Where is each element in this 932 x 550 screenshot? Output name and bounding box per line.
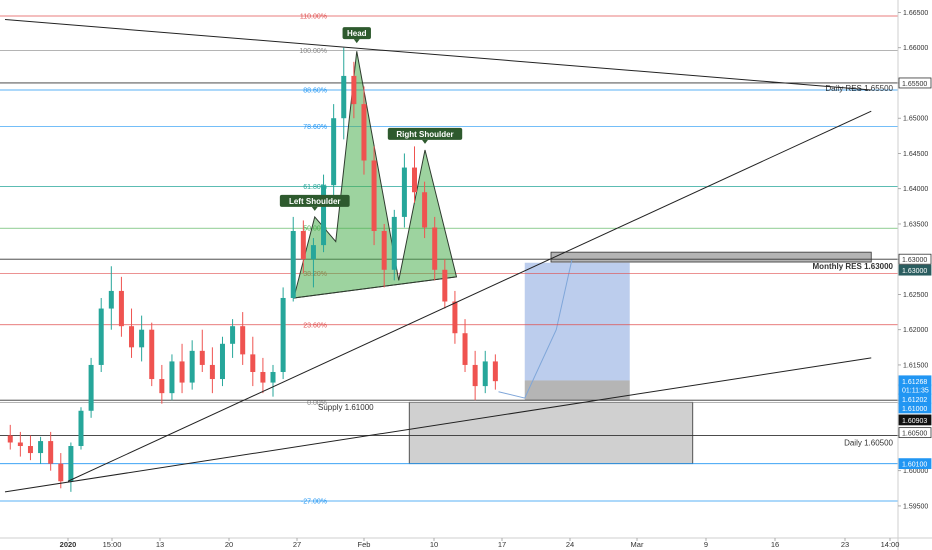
left-label: Left Shoulder — [289, 197, 341, 206]
candle-body — [38, 441, 43, 453]
price-badge-label: 1.60500 — [902, 431, 927, 438]
candle-body — [311, 245, 316, 259]
fib-label: 100.00% — [299, 48, 327, 55]
price-tick-label: 1.62500 — [903, 292, 928, 299]
date-tick-label: 27 — [293, 540, 301, 549]
candle-body — [200, 351, 205, 365]
candle-body — [291, 231, 296, 298]
price-tick-label: 1.60000 — [903, 468, 928, 475]
candle-body — [331, 118, 336, 185]
candle-body — [271, 372, 276, 383]
candle-body — [210, 365, 215, 379]
price-tick-label: 1.62000 — [903, 327, 928, 334]
candle-body — [463, 333, 468, 365]
monthly-resistance-zone — [551, 252, 871, 262]
candle-body — [159, 379, 164, 393]
price-badge-label: 1.63000 — [902, 268, 927, 275]
supply-label: Supply 1.61000 — [318, 403, 374, 412]
candle-body — [48, 441, 53, 464]
fib-label: 88.60% — [303, 88, 327, 95]
candle-body — [28, 446, 33, 453]
fib-label: -27.00% — [301, 499, 327, 506]
date-tick-label: 2020 — [60, 540, 77, 549]
candle-body — [412, 168, 417, 193]
right-label: Right Shoulder — [396, 130, 453, 139]
candle-body — [18, 442, 23, 446]
candle-body — [89, 365, 94, 411]
fib-label: 110.00% — [300, 14, 327, 21]
head-label: Head — [347, 29, 367, 38]
candle-body — [392, 217, 397, 270]
date-tick-label: Feb — [358, 540, 371, 549]
candle-body — [483, 361, 488, 386]
candle-body — [493, 361, 498, 381]
candle-body — [301, 231, 306, 259]
candle-body — [99, 309, 104, 365]
fib-label: 23.60% — [303, 322, 327, 329]
price-tick-label: 1.59500 — [903, 503, 928, 510]
price-tick-label: 1.64500 — [903, 151, 928, 158]
candle-body — [180, 361, 185, 382]
candle-body — [321, 185, 326, 245]
daily-res-label: Daily RES 1.65500 — [825, 84, 893, 93]
candle-body — [260, 372, 265, 383]
candle-body — [129, 326, 134, 347]
candle-body — [190, 351, 195, 383]
candle-body — [372, 161, 377, 231]
candle-body — [240, 326, 245, 354]
candle-body — [139, 330, 144, 348]
date-tick-label: Mar — [631, 540, 644, 549]
candle-body — [8, 435, 13, 442]
price-tick-label: 1.66000 — [903, 45, 928, 52]
date-tick-label: 14:00 — [881, 540, 900, 549]
candle-body — [119, 291, 124, 326]
date-tick-label: 24 — [566, 540, 574, 549]
candle-body — [78, 411, 83, 446]
date-tick-label: 20 — [225, 540, 233, 549]
candle-body — [220, 344, 225, 379]
price-tick-label: 1.63500 — [903, 221, 928, 228]
price-tick-label: 1.64000 — [903, 186, 928, 193]
candle-body — [351, 76, 356, 104]
candle-body — [169, 361, 174, 393]
candle-body — [382, 231, 387, 270]
candle-body — [58, 464, 63, 482]
candle-body — [442, 270, 447, 302]
candle-body — [361, 104, 366, 160]
price-badge-label: 1.60100 — [902, 462, 927, 469]
price-badge-label: 1.65500 — [902, 81, 927, 88]
fib-label: 78.60% — [303, 124, 327, 131]
date-tick-label: 16 — [771, 540, 779, 549]
candle-body — [432, 227, 437, 269]
date-tick-label: 10 — [430, 540, 438, 549]
price-badge-label: 1.60903 — [902, 418, 927, 425]
demand-zone — [409, 402, 693, 463]
daily-support-label: Daily 1.60500 — [844, 438, 893, 447]
candle-body — [452, 302, 457, 334]
price-tick-label: 1.66500 — [903, 10, 928, 17]
candle-body — [68, 446, 73, 481]
date-tick-label: 23 — [841, 540, 849, 549]
candle-body — [473, 365, 478, 386]
candle-body — [109, 291, 114, 309]
monthly-res-label: Monthly RES 1.63000 — [813, 262, 894, 271]
price-badge-label: 1.61000 — [902, 406, 927, 413]
date-tick-label: 17 — [498, 540, 506, 549]
date-tick-label: 15:00 — [103, 540, 122, 549]
candle-body — [281, 298, 286, 372]
candle-body — [230, 326, 235, 344]
candle-body — [402, 168, 407, 217]
price-tick-label: 1.65000 — [903, 116, 928, 123]
date-tick-label: 13 — [156, 540, 164, 549]
candle-body — [422, 192, 427, 227]
candle-body — [341, 76, 346, 118]
candle-body — [250, 354, 255, 372]
price-badge-label: 1.63000 — [902, 257, 927, 264]
price-tick-label: 1.61500 — [903, 362, 928, 369]
date-tick-label: 9 — [704, 540, 708, 549]
candle-body — [149, 330, 154, 379]
